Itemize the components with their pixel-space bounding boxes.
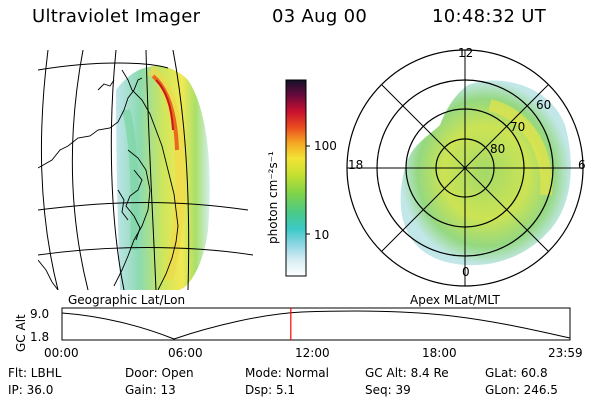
time-label: 10:48:32 UT [432,6,547,27]
alt-ylabel: GC Alt [14,314,28,352]
colorbar [285,79,310,277]
altitude-plot [61,307,571,341]
mlt-label-18: 18 [348,158,364,172]
date-label: 03 Aug 00 [272,6,368,27]
status-gc-alt: GC Alt: 8.4 Re [365,366,449,380]
status-mode: Mode: Normal [245,366,329,380]
alt-xtick-0: 00:00 [44,346,79,360]
lat-label-60: 60 [536,98,552,112]
status-glon: GLon: 246.5 [485,383,558,397]
alt-xtick-4: 23:59 [548,346,583,360]
status-seq: Seq: 39 [365,383,411,397]
geographic-image [38,50,253,290]
status-glat: GLat: 60.8 [485,366,548,380]
status-filter: Flt: LBHL [8,366,62,380]
lat-label-70: 70 [510,120,526,134]
alt-ytick-low: 1.8 [30,330,50,344]
alt-xtick-2: 12:00 [295,346,330,360]
mlt-label-0: 0 [462,265,470,279]
status-ip: IP: 36.0 [8,383,54,397]
colorbar-tick-10: 10 [314,228,330,242]
status-door: Door: Open [125,366,194,380]
lat-label-80: 80 [490,142,506,156]
mlt-label-6: 6 [578,158,586,172]
status-dsp: Dsp: 5.1 [245,383,296,397]
polar-caption: Apex MLat/MLT [410,293,500,307]
mlt-label-12: 12 [458,46,474,60]
instrument-title: Ultraviolet Imager [32,6,201,27]
alt-xtick-3: 18:00 [422,346,457,360]
polar-image [346,49,584,287]
alt-xtick-1: 06:00 [168,346,203,360]
colorbar-tick-100: 100 [314,139,337,153]
geographic-caption: Geographic Lat/Lon [68,293,186,307]
status-gain: Gain: 13 [125,383,176,397]
alt-ytick-high: 9.0 [30,307,50,321]
colorbar-unit-label: photon cm⁻²s⁻¹ [266,151,280,244]
